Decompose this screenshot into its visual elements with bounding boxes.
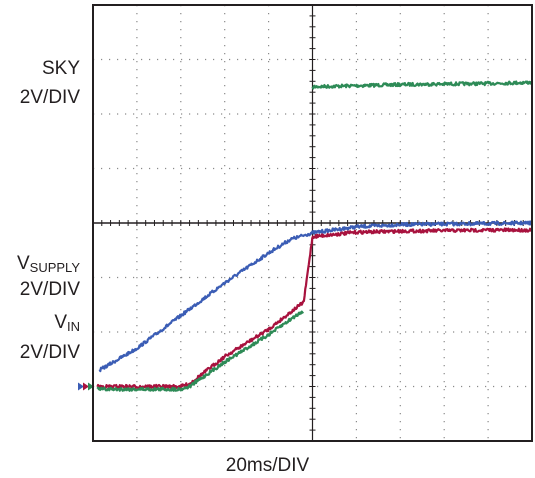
vsupply-prefix: V	[16, 253, 30, 274]
ground-markers	[78, 382, 94, 391]
sky-channel-label: SKY 2V/DIV	[20, 58, 80, 109]
trace-sky	[311, 80, 533, 90]
trace-vin-overlay-	[96, 310, 305, 392]
vin-channel-label: VIN 2V/DIV	[20, 312, 80, 364]
ground-marker-arrow	[88, 382, 94, 391]
sky-name: SKY	[41, 58, 80, 79]
vsupply-subscript: SUPPLY	[29, 260, 80, 275]
vin-subscript: IN	[67, 319, 80, 334]
ground-marker-arrow	[78, 382, 84, 391]
vin-scale: 2V/DIV	[19, 342, 80, 363]
ground-marker-arrow	[83, 382, 89, 391]
vsupply-name: VSUPPLY	[17, 253, 80, 279]
chart-grid	[92, 4, 533, 442]
vin-name: VIN	[20, 312, 80, 338]
x-axis-label: 20ms/DIV	[225, 455, 310, 476]
trace-vsupply	[98, 220, 533, 373]
plot-frame	[92, 4, 533, 442]
vsupply-scale: 2V/DIV	[19, 279, 80, 300]
chart-traces	[96, 80, 533, 392]
trace-vin	[96, 227, 533, 390]
sky-scale: 2V/DIV	[19, 87, 80, 108]
vsupply-channel-label: VSUPPLY 2V/DIV	[17, 253, 80, 301]
vin-prefix: V	[54, 312, 67, 333]
